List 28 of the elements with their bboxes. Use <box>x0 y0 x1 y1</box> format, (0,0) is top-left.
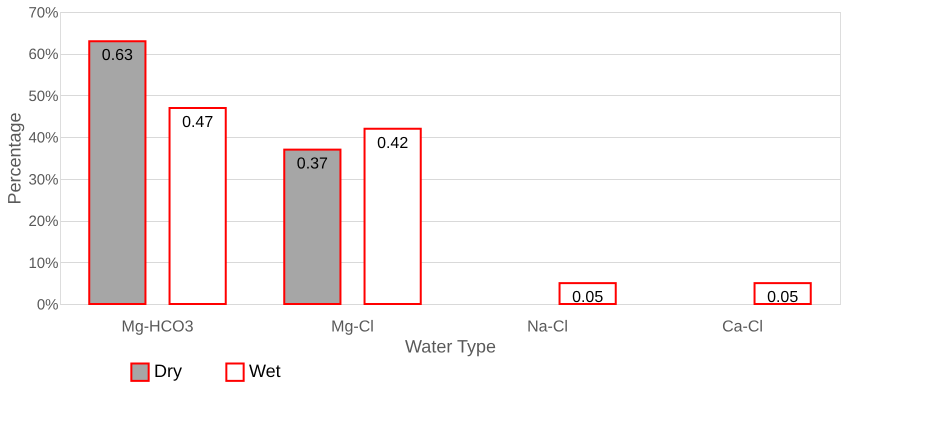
x-tick-label: Mg-Cl <box>331 318 374 336</box>
y-tick-label: 10% <box>28 254 58 272</box>
bar <box>283 148 342 305</box>
y-tick-label: 50% <box>28 88 58 105</box>
legend-label: Dry <box>154 361 182 382</box>
x-tick-label: Na-Cl <box>527 318 568 336</box>
bar <box>558 282 617 305</box>
bar <box>88 40 146 305</box>
y-tick-label: 20% <box>28 213 58 230</box>
data-label: 0.05 <box>572 289 604 306</box>
x-tick-label: Ca-Cl <box>722 318 763 336</box>
data-label: 0.63 <box>102 47 134 64</box>
y-axis-title: Percentage <box>4 112 24 205</box>
bar <box>364 128 422 305</box>
data-label: 0.37 <box>296 156 328 173</box>
bar <box>168 106 227 305</box>
data-label: 0.05 <box>767 289 798 306</box>
bar <box>754 282 812 305</box>
x-tick-label: Mg-HCO3 <box>121 318 194 336</box>
data-label: 0.47 <box>182 114 214 131</box>
x-axis-title: Water Type <box>404 336 496 356</box>
data-label: 0.42 <box>377 134 408 152</box>
legend-label: Wet <box>249 361 281 382</box>
y-tick-label: 30% <box>28 171 58 188</box>
y-tick-label: 70% <box>28 4 58 22</box>
y-tick-label: 0% <box>36 296 58 314</box>
y-tick-label: 60% <box>28 46 58 64</box>
y-tick-label: 40% <box>28 130 58 147</box>
